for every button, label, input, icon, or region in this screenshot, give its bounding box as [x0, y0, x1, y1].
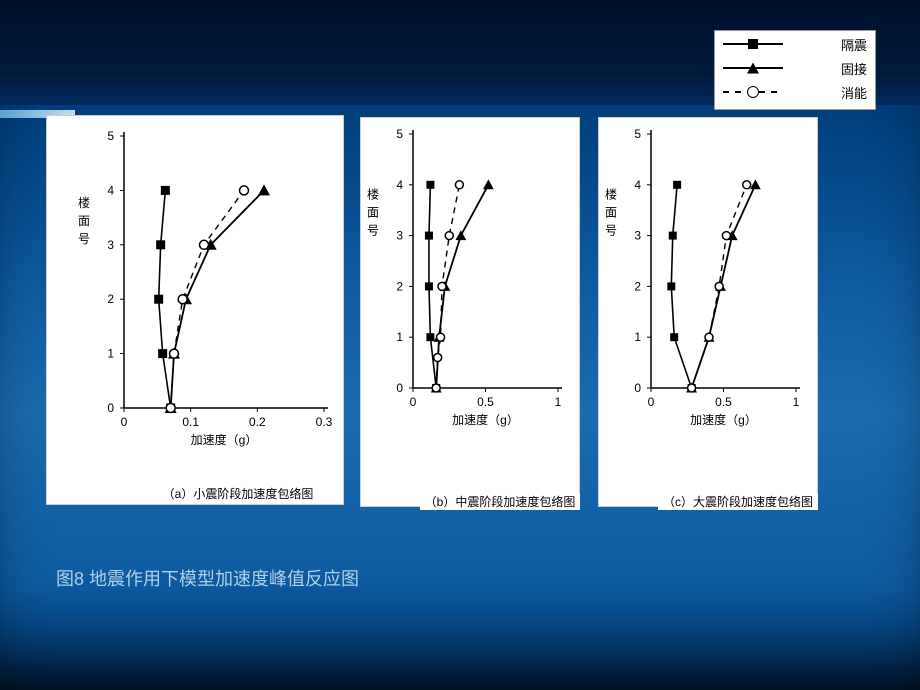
figure-caption: 图8 地震作用下模型加速度峰值反应图	[56, 565, 359, 591]
chart-c-caption: （c）大震阶段加速度包络图	[658, 493, 818, 510]
svg-text:1: 1	[107, 347, 114, 361]
svg-text:号: 号	[78, 232, 90, 246]
triangle-marker-icon	[747, 63, 759, 74]
circle-marker-icon	[747, 86, 759, 98]
legend-item: 消能	[715, 79, 875, 103]
svg-text:0.3: 0.3	[316, 415, 333, 429]
svg-text:面: 面	[78, 214, 90, 228]
svg-text:0.2: 0.2	[249, 415, 266, 429]
svg-text:5: 5	[634, 127, 641, 141]
svg-text:1: 1	[555, 395, 562, 409]
svg-text:0: 0	[107, 401, 114, 415]
chart-c: 0 0.5 1 0 1 2 3 4 5 加速度（g） 楼面号	[601, 120, 813, 490]
svg-text:4: 4	[634, 178, 641, 192]
legend-item: 固接	[715, 55, 875, 79]
svg-text:3: 3	[107, 238, 114, 252]
chart-b-caption: （b）中震阶段加速度包络图	[420, 493, 580, 510]
svg-text:1: 1	[634, 330, 641, 344]
legend-label: 固接	[783, 59, 867, 78]
svg-text:0.1: 0.1	[182, 415, 199, 429]
svg-text:1: 1	[793, 395, 800, 409]
svg-text:2: 2	[396, 279, 403, 293]
svg-text:0: 0	[121, 415, 128, 429]
svg-text:号: 号	[367, 223, 379, 237]
svg-text:楼: 楼	[78, 195, 90, 210]
legend-line	[723, 43, 783, 45]
svg-text:3: 3	[634, 229, 641, 243]
svg-text:2: 2	[634, 279, 641, 293]
legend: 隔震 固接 消能	[714, 30, 876, 110]
svg-text:4: 4	[396, 178, 403, 192]
chart-a: 0 0.1 0.2 0.3 0 1 2 3 4 5 加速度（g） 楼面号	[49, 118, 339, 463]
chart-b-svg: 0 0.5 1 0 1 2 3 4 5 加速度（g） 楼面号	[363, 120, 575, 490]
svg-text:号: 号	[605, 223, 617, 237]
svg-text:0: 0	[410, 395, 417, 409]
svg-text:2: 2	[107, 292, 114, 306]
chart-b: 0 0.5 1 0 1 2 3 4 5 加速度（g） 楼面号	[363, 120, 575, 490]
svg-text:0: 0	[396, 381, 403, 395]
svg-text:5: 5	[396, 127, 403, 141]
svg-text:楼: 楼	[367, 186, 379, 201]
legend-label: 隔震	[783, 35, 867, 54]
svg-text:0.5: 0.5	[715, 395, 732, 409]
svg-text:加速度（g）: 加速度（g）	[452, 412, 519, 427]
svg-text:0: 0	[648, 395, 655, 409]
svg-text:5: 5	[107, 129, 114, 143]
legend-label: 消能	[783, 83, 867, 102]
svg-text:0.5: 0.5	[477, 395, 494, 409]
slide: 隔震 固接 消能 00.10.20.3012345加速度（g）楼面号 （a）小震…	[0, 0, 920, 690]
square-marker-icon	[748, 39, 758, 49]
svg-text:楼: 楼	[605, 186, 617, 201]
chart-a-caption: （a）小震阶段加速度包络图	[138, 485, 338, 502]
legend-line	[723, 91, 783, 93]
svg-text:1: 1	[396, 330, 403, 344]
svg-text:加速度（g）: 加速度（g）	[191, 432, 258, 447]
legend-item: 隔震	[715, 31, 875, 55]
svg-text:面: 面	[367, 205, 379, 219]
legend-line	[723, 67, 783, 69]
svg-text:3: 3	[396, 229, 403, 243]
svg-text:4: 4	[107, 183, 114, 197]
chart-a-svg: 0 0.1 0.2 0.3 0 1 2 3 4 5 加速度（g） 楼面号	[49, 118, 339, 463]
svg-text:0: 0	[634, 381, 641, 395]
svg-text:加速度（g）: 加速度（g）	[690, 412, 757, 427]
chart-c-svg: 0 0.5 1 0 1 2 3 4 5 加速度（g） 楼面号	[601, 120, 813, 490]
svg-text:面: 面	[605, 205, 617, 219]
